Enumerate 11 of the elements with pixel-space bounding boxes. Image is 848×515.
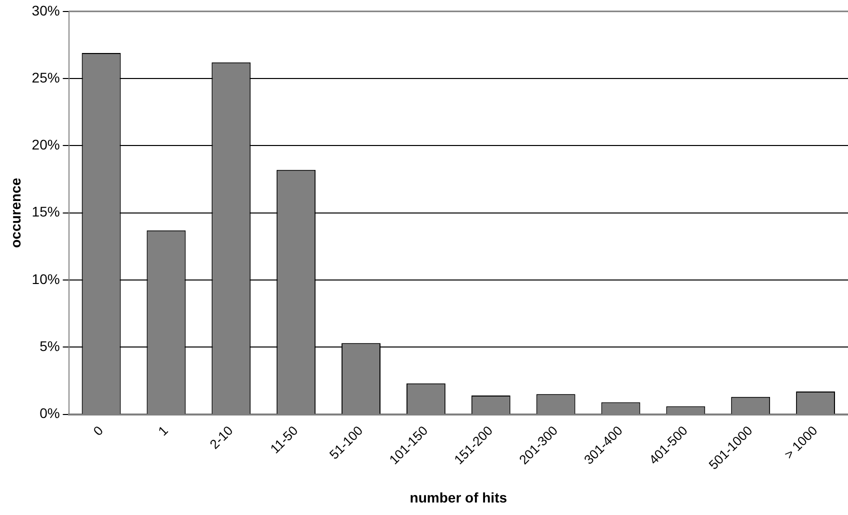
y-axis-title: occurence [7,178,24,248]
y-tick-label: 10% [32,270,60,287]
y-tick-label: 15% [32,204,60,220]
y-tick-label: 0% [40,405,60,422]
x-axis-title: number of hits [410,489,508,506]
x-tick-label: 1 [155,422,171,439]
y-tick-label: 25% [32,69,60,86]
y-tick-label: 20% [32,136,60,153]
y-tick-label: 30% [32,2,60,18]
x-tick-label: 0 [90,422,106,439]
y-tick-label: 5% [40,338,60,354]
